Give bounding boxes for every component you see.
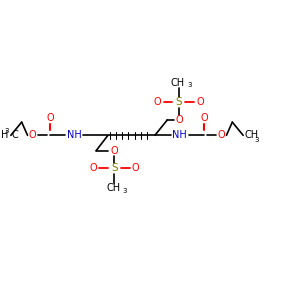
Text: O: O — [111, 146, 118, 156]
Text: O: O — [89, 163, 97, 173]
Text: S: S — [111, 163, 118, 173]
Text: C: C — [11, 130, 18, 140]
Text: O: O — [46, 113, 54, 123]
Text: O: O — [29, 130, 36, 140]
Text: CH: CH — [106, 183, 121, 193]
Text: O: O — [175, 115, 183, 125]
Text: O: O — [196, 98, 204, 107]
Text: S: S — [176, 98, 182, 107]
Text: 3: 3 — [123, 188, 127, 194]
Text: 3: 3 — [254, 137, 259, 143]
Text: NH: NH — [172, 130, 187, 140]
Text: O: O — [154, 98, 162, 107]
Text: O: O — [132, 163, 139, 173]
Text: 3: 3 — [4, 128, 9, 134]
Text: O: O — [218, 130, 225, 140]
Text: NH: NH — [67, 130, 82, 140]
Text: H: H — [2, 130, 9, 140]
Text: O: O — [200, 113, 208, 123]
Text: CH: CH — [171, 77, 185, 88]
Text: CH: CH — [244, 130, 259, 140]
Text: 3: 3 — [188, 82, 192, 88]
